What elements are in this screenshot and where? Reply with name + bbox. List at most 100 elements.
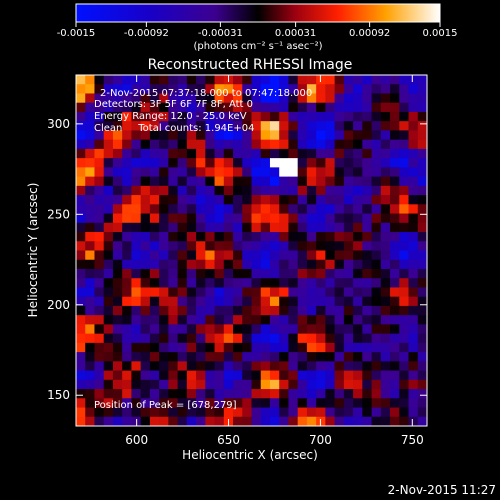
heatmap-cell	[131, 296, 142, 307]
heatmap-cell	[196, 130, 206, 141]
heatmap-cell	[103, 148, 114, 159]
heatmap-cell	[279, 268, 289, 279]
heatmap-cell	[269, 121, 280, 131]
heatmap-cell	[260, 158, 271, 168]
heatmap-cell	[196, 389, 206, 399]
heatmap-cell	[380, 213, 391, 224]
heatmap-cell	[205, 324, 215, 335]
heatmap-cell	[269, 93, 280, 104]
heatmap-cell	[353, 93, 363, 104]
heatmap-cell	[112, 333, 123, 344]
heatmap-cell	[390, 259, 400, 270]
heatmap-cell	[325, 139, 336, 150]
heatmap-cell	[168, 370, 179, 381]
heatmap-cell	[94, 167, 105, 178]
heatmap-cell	[251, 232, 262, 242]
heatmap-cell	[279, 102, 289, 113]
colorbar-tick-label: -0.00092	[124, 28, 169, 39]
heatmap-cell	[306, 84, 317, 94]
heatmap-cell	[325, 305, 336, 316]
heatmap-cell	[242, 259, 252, 270]
heatmap-cell	[131, 185, 142, 196]
heatmap-cell	[417, 232, 428, 242]
heatmap-cell	[177, 352, 188, 362]
heatmap-cell	[85, 287, 95, 298]
heatmap-cell	[316, 185, 326, 196]
heatmap-cell	[214, 75, 225, 85]
heatmap-cell	[131, 259, 142, 270]
heatmap-cell	[325, 204, 336, 214]
heatmap-cell	[399, 407, 409, 418]
heatmap-cell	[76, 176, 86, 187]
heatmap-cell	[214, 333, 225, 344]
heatmap-cell	[316, 139, 326, 150]
heatmap-cell	[269, 407, 280, 418]
heatmap-cell	[159, 139, 169, 150]
heatmap-cell	[85, 167, 95, 178]
heatmap-cell	[196, 324, 206, 335]
heatmap-cell	[196, 407, 206, 418]
heatmap-cell	[251, 259, 262, 270]
heatmap-cell	[353, 315, 363, 325]
heatmap-cell	[297, 305, 308, 316]
heatmap-cell	[362, 352, 372, 362]
heatmap-cell	[306, 389, 317, 399]
heatmap-cell	[242, 185, 252, 196]
heatmap-cell	[94, 416, 105, 427]
y-axis-label: Heliocentric Y (arcsec)	[26, 183, 40, 318]
heatmap-cell	[159, 75, 169, 85]
heatmap-cell	[260, 305, 271, 316]
heatmap-cell	[279, 213, 289, 224]
heatmap-cell	[122, 352, 132, 362]
heatmap-cell	[380, 176, 391, 187]
heatmap-cell	[112, 370, 123, 381]
heatmap-cell	[269, 361, 280, 371]
heatmap-cell	[159, 185, 169, 196]
heatmap-cell	[279, 305, 289, 316]
heatmap-cell	[297, 398, 308, 408]
heatmap-cell	[196, 111, 206, 122]
heatmap-cell	[140, 407, 151, 418]
colorbar-ticks: -0.0015 -0.00092 -0.00031 0.00031 0.00092 0.0…	[57, 22, 458, 39]
heatmap-cell	[140, 222, 151, 233]
heatmap-cell	[334, 287, 345, 298]
heatmap-cell	[316, 259, 326, 270]
heatmap-cell	[380, 130, 391, 141]
heatmap-cell	[399, 102, 409, 113]
heatmap-cell	[85, 204, 95, 214]
heatmap-cell	[334, 379, 345, 390]
heatmap-cell	[279, 259, 289, 270]
heatmap-cell	[233, 158, 243, 168]
heatmap-cell	[417, 176, 428, 187]
heatmap-cell	[122, 176, 132, 187]
heatmap-cell	[205, 241, 215, 251]
heatmap-cell	[159, 213, 169, 224]
heatmap-cell	[85, 222, 95, 233]
heatmap-cell	[417, 84, 428, 94]
heatmap-cell	[343, 379, 354, 390]
heatmap-cell	[159, 296, 169, 307]
heatmap-cell	[76, 324, 86, 335]
heatmap-cell	[306, 333, 317, 344]
heatmap-cell	[316, 195, 326, 205]
heatmap-cell	[279, 176, 289, 187]
heatmap-cell	[103, 167, 114, 178]
heatmap-cell	[334, 370, 345, 381]
heatmap-cell	[159, 84, 169, 94]
heatmap-cell	[353, 204, 363, 214]
heatmap-cell	[233, 315, 243, 325]
heatmap-cell	[149, 222, 160, 233]
heatmap	[76, 75, 428, 427]
heatmap-cell	[85, 268, 95, 279]
heatmap-cell	[279, 185, 289, 196]
heatmap-cell	[103, 139, 114, 150]
heatmap-cell	[186, 278, 197, 288]
heatmap-cell	[371, 352, 382, 362]
heatmap-cell	[390, 287, 400, 298]
heatmap-cell	[399, 268, 409, 279]
heatmap-cell	[131, 204, 142, 214]
heatmap-cell	[288, 185, 299, 196]
heatmap-cell	[196, 241, 206, 251]
heatmap-cell	[334, 389, 345, 399]
heatmap-cell	[316, 296, 326, 307]
